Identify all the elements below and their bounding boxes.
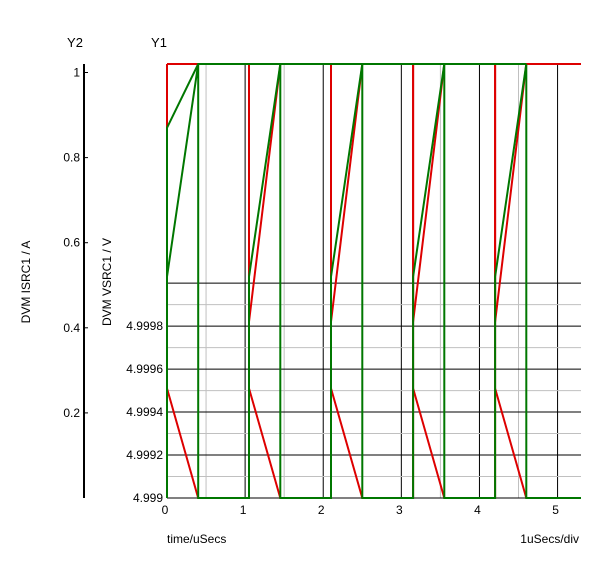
y1-tick-label: 4.9998 [126,319,163,333]
y2-tick-label: 0.2 [63,406,80,420]
y2-tick-label: 0.4 [63,321,80,335]
x-tick-label: 0 [162,503,169,517]
y1-tick-label: 4.999 [133,491,163,505]
x-tick-label: 5 [552,503,559,517]
y2-axis-label: DVM ISRC1 / A [19,241,33,324]
axes [83,64,88,498]
y2-tick-label: 1 [73,66,80,80]
tick-labels: 0 1 2 3 4 5 4.999 4.9992 4.9994 4.9996 4.9998 0.2 0.… [63,66,559,517]
x-tick-label: 4 [474,503,481,517]
y1-tick-label: 4.9996 [126,362,163,376]
x-axis-label: time/uSecs [167,532,226,546]
y2-tick-label: 0.6 [63,236,80,250]
y1-axis-label: DVM VSRC1 / V [100,238,114,326]
x-tick-label: 2 [318,503,325,517]
series-layer [166,63,581,499]
y1-tick-label: 4.9994 [126,405,163,419]
y2-title: Y2 [67,35,83,50]
y1-tick-label: 4.9992 [126,448,163,462]
y1-title: Y1 [151,35,167,50]
x-tick-label: 1 [240,503,247,517]
y2-tick-label: 0.8 [63,151,80,165]
x-scale-note: 1uSecs/div [520,532,579,546]
x-tick-label: 3 [396,503,403,517]
series-line-4 [166,63,527,498]
